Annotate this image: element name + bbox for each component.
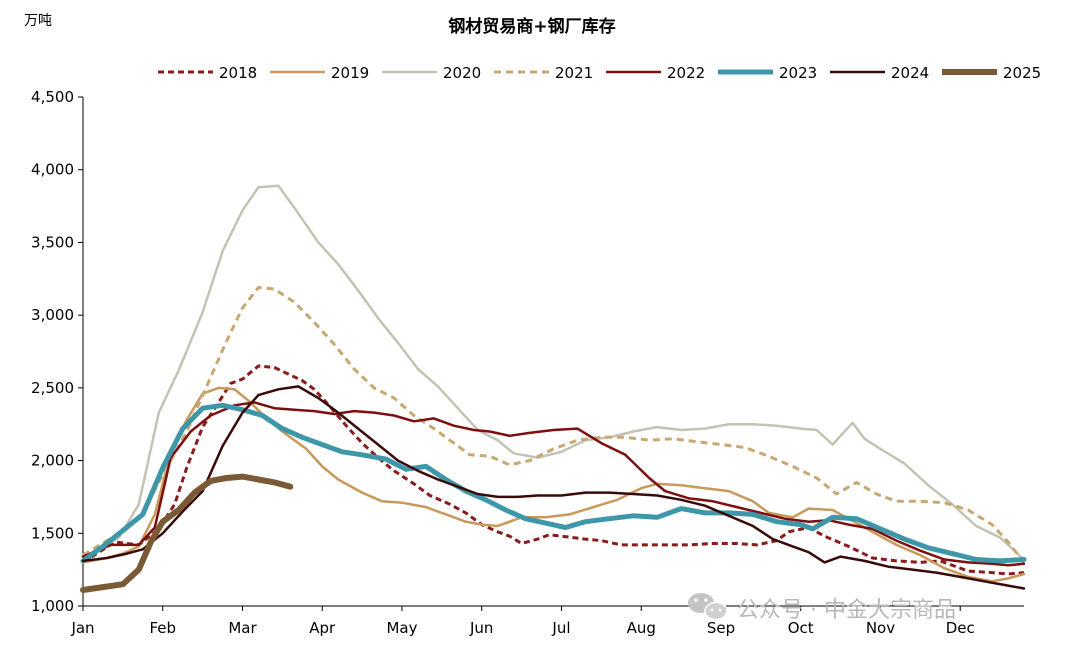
x-tick-label: Jun — [469, 619, 493, 637]
series-lines — [80, 184, 1027, 593]
y-axis-ticks: 1,000 1,500 2,000 2,500 3,000 3,500 4,000 4,500 — [31, 88, 83, 615]
x-tick-label: Mar — [228, 619, 257, 637]
chart-title: 钢材贸易商+钢厂库存 — [448, 16, 615, 37]
y-tick-label: 4,500 — [31, 88, 74, 106]
y-tick-label: 3,000 — [31, 306, 74, 324]
legend: 2018 2019 2020 2021 2022 2023 2024 2025 — [158, 64, 1041, 82]
x-tick-label: Aug — [627, 619, 656, 637]
legend-label-2018: 2018 — [219, 64, 257, 82]
series-line-2018 — [82, 364, 1025, 576]
series-line-2025 — [80, 473, 294, 593]
x-tick-label: Jul — [551, 619, 570, 637]
series-line-2019 — [81, 386, 1026, 583]
legend-label-2020: 2020 — [443, 64, 481, 82]
y-tick-label: 1,500 — [31, 524, 74, 542]
series-line-2024 — [81, 385, 1026, 590]
y-tick-label: 4,000 — [31, 161, 74, 179]
wechat-icon — [688, 593, 728, 621]
legend-label-2022: 2022 — [667, 64, 705, 82]
x-tick-label: Dec — [946, 619, 975, 637]
legend-label-2021: 2021 — [555, 64, 593, 82]
watermark: 公众号 · 中金大宗商品 — [688, 593, 956, 623]
series-line-2023 — [80, 402, 1027, 564]
x-tick-label: Nov — [866, 619, 895, 637]
legend-label-2019: 2019 — [331, 64, 369, 82]
legend-label-2025: 2025 — [1003, 64, 1041, 82]
x-tick-label: Sep — [707, 619, 735, 637]
y-tick-label: 2,000 — [31, 452, 74, 470]
watermark-text: 公众号 · 中金大宗商品 — [737, 598, 956, 623]
y-tick-label: 2,500 — [31, 379, 74, 397]
y-axis-unit: 万吨 — [24, 13, 52, 29]
y-tick-label: 1,000 — [31, 597, 74, 615]
x-tick-label: Feb — [149, 619, 176, 637]
series-line-2021 — [82, 286, 1026, 564]
x-axis-ticks: Jan Feb Mar Apr May Jun Jul Aug Sep Oct Nov Dec — [70, 606, 975, 637]
y-tick-label: 3,500 — [31, 233, 74, 251]
legend-label-2024: 2024 — [891, 64, 929, 82]
x-tick-label: Oct — [788, 619, 814, 637]
x-tick-label: Apr — [309, 619, 336, 637]
x-tick-label: May — [386, 619, 417, 637]
x-tick-label: Jan — [70, 619, 94, 637]
legend-label-2023: 2023 — [779, 64, 817, 82]
series-line-2022 — [81, 401, 1026, 567]
series-line-2020 — [81, 184, 1026, 561]
